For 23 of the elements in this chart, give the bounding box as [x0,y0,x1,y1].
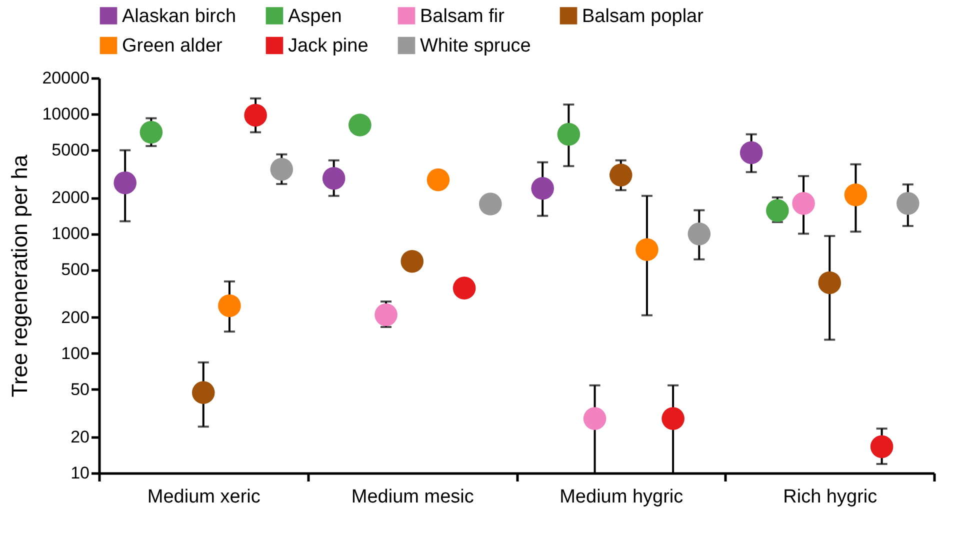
legend-label: Green alder [122,36,224,56]
legend-label: Jack pine [288,36,368,56]
y-tick-label: 2000 [52,188,90,208]
legend-label: White spruce [420,36,531,56]
y-tick-label: 20000 [42,68,90,88]
y-tick-label: 500 [61,260,90,280]
x-tick-label: Medium hygric [560,486,684,508]
y-tick-label: 1000 [52,224,90,244]
y-tick-label: 10 [70,464,90,482]
legend-label: Balsam fir [420,6,506,27]
x-tick-label: Medium mesic [351,486,474,508]
y-tick-label: 5000 [52,140,90,160]
y-tick-label: 100 [61,344,90,363]
x-tick-label: Medium xeric [147,486,260,508]
legend-label: Balsam poplar [582,6,704,27]
y-tick-label: 200 [61,308,90,327]
y-tick-label: 20 [70,427,90,446]
y-tick-label: 50 [70,380,90,399]
y-axis-title: Tree regeneration per ha [7,154,32,398]
legend-label: Aspen [288,6,342,27]
y-tick-label: 10000 [42,104,90,124]
x-tick-label: Rich hygric [783,486,878,508]
legend-label: Alaskan birch [122,6,236,27]
